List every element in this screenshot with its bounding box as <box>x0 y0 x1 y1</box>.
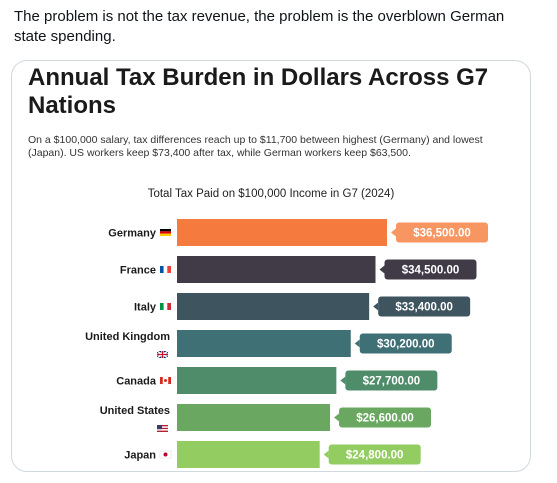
category-label: Canada <box>116 376 157 388</box>
value-label-text: $30,200.00 <box>377 339 435 351</box>
value-label-box <box>378 296 471 317</box>
value-label-pointer <box>340 376 346 385</box>
category-label: France <box>120 265 156 277</box>
gb-flag-icon <box>156 350 169 359</box>
bar-united-states <box>177 404 331 431</box>
value-label-pointer <box>334 413 340 422</box>
category-label: Germany <box>108 228 157 240</box>
value-label: $30,200.00 <box>354 333 452 354</box>
chart-title: Annual Tax Burden in Dollars Across G7 N… <box>28 64 489 119</box>
value-label: $34,500.00 <box>379 259 477 280</box>
value-label-pointer <box>391 228 396 237</box>
bar-united-kingdom <box>177 330 351 357</box>
bar-canada <box>177 367 337 394</box>
value-label-text: $27,700.00 <box>363 376 421 388</box>
value-label: $33,400.00 <box>373 296 471 317</box>
category-label: Italy <box>134 302 157 314</box>
chart-axis-title: Total Tax Paid on $100,000 Income in G7 … <box>147 188 395 200</box>
value-label-pointer <box>379 265 385 274</box>
ca-flag-icon <box>159 376 172 385</box>
value-label-box <box>359 333 452 354</box>
bar-france <box>177 256 376 283</box>
value-label-text: $36,500.00 <box>413 228 471 240</box>
category-label: Japan <box>124 450 156 462</box>
category-label: United States <box>100 405 170 417</box>
bar-chart-plot: Germany $36,500.00 France $34,500.00 Italy $3… <box>85 219 488 468</box>
post-text: The problem is not the tax revenue, the … <box>14 8 505 45</box>
bar-italy <box>177 293 370 320</box>
value-label: $24,800.00 <box>323 444 421 465</box>
value-label-box <box>345 370 438 391</box>
value-label-text: $33,400.00 <box>395 302 453 314</box>
it-flag-icon <box>160 302 171 311</box>
value-label-text: $24,800.00 <box>346 450 404 462</box>
value-label-text: $26,600.00 <box>356 413 414 425</box>
value-label: $26,600.00 <box>334 407 432 428</box>
bar-germany <box>177 219 387 246</box>
value-label-box <box>396 222 488 243</box>
us-flag-icon <box>157 425 168 432</box>
value-label: $36,500.00 <box>391 222 488 243</box>
value-label-text: $34,500.00 <box>402 265 460 277</box>
chart-subtitle: On a $100,000 salary, tax differences re… <box>28 134 483 159</box>
value-label-pointer <box>373 302 379 311</box>
bar-japan <box>177 441 320 468</box>
value-label: $27,700.00 <box>340 370 438 391</box>
fr-flag-icon <box>160 265 171 274</box>
value-label-box <box>384 259 477 280</box>
de-flag-icon <box>160 229 171 236</box>
jp-flag-icon <box>159 450 172 459</box>
value-label-box <box>339 407 432 428</box>
value-label-box <box>328 444 421 465</box>
category-label: United Kingdom <box>85 331 170 343</box>
chart-card[interactable]: Annual Tax Burden in Dollars Across G7 N… <box>11 60 531 472</box>
value-label-pointer <box>323 450 329 459</box>
value-label-pointer <box>354 339 360 348</box>
